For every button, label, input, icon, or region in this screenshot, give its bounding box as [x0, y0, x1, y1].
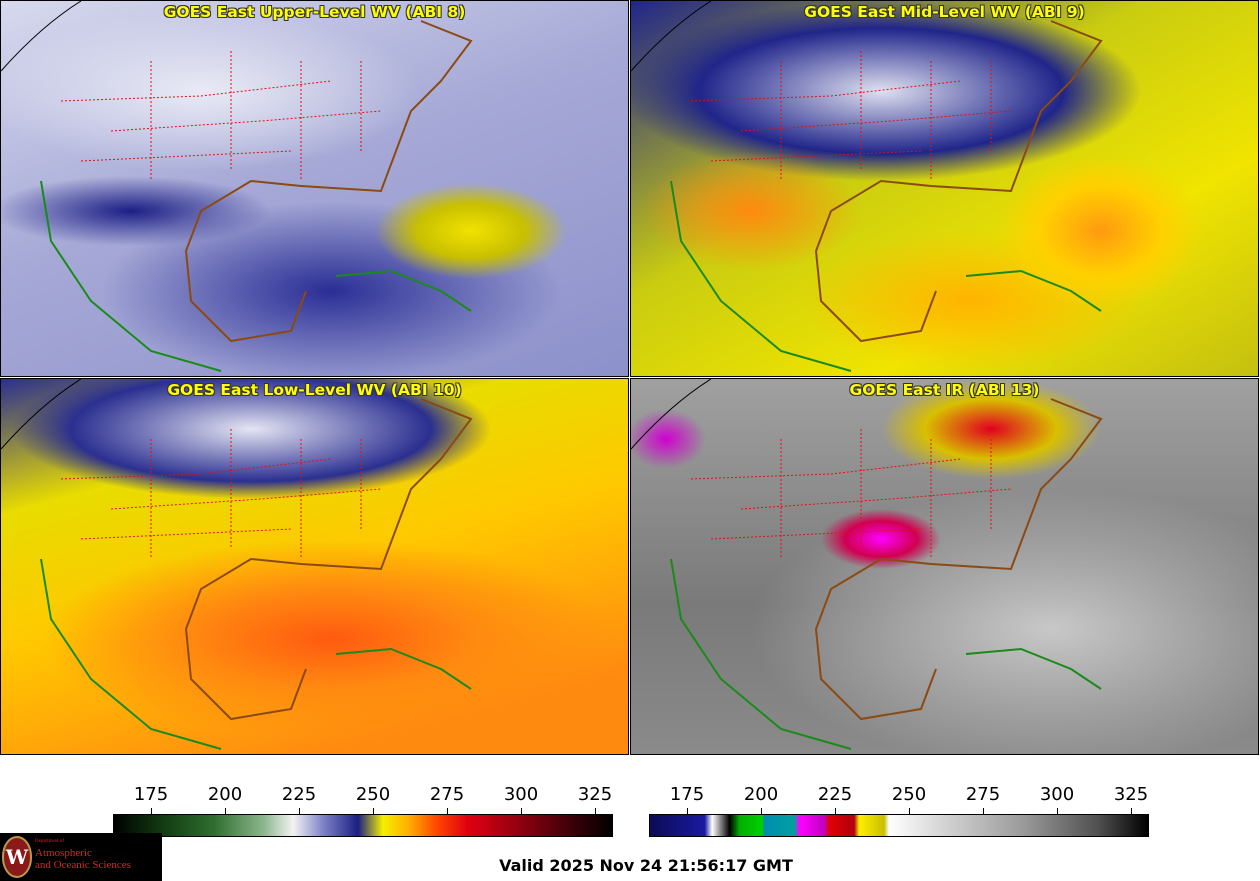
ir-tick-label: 275: [965, 784, 1001, 805]
mexico-coastline: [670, 558, 852, 750]
ir-tick: [761, 808, 762, 814]
us-coastline: [184, 20, 473, 343]
cuba-outline: [335, 647, 472, 690]
wv-tick: [373, 808, 374, 814]
wv-tick: [299, 808, 300, 814]
map-overlay: [631, 1, 1103, 372]
ir-tick-label: 225: [817, 784, 853, 805]
logo-line2: and Oceanic Sciences: [35, 859, 131, 871]
ir-tick: [909, 808, 910, 814]
ir-tick: [1057, 808, 1058, 814]
us-coastline: [814, 20, 1103, 343]
wv-colorbar: [113, 814, 613, 837]
panel-mid-level-wv: GOES East Mid-Level WV (ABI 9): [630, 0, 1259, 377]
us-coastline: [184, 398, 473, 721]
ir-tick: [835, 808, 836, 814]
continent-boundary: [631, 379, 712, 450]
valid-time: Valid 2025 Nov 24 21:56:17 GMT: [499, 856, 793, 875]
panel-title: GOES East Mid-Level WV (ABI 9): [804, 3, 1085, 21]
map-overlay: [631, 379, 1103, 750]
mexico-coastline: [670, 180, 852, 372]
panel-ir: GOES East IR (ABI 13): [630, 378, 1259, 755]
ir-tick-label: 175: [669, 784, 705, 805]
cuba-outline: [965, 647, 1102, 690]
aos-logo[interactable]: W Department of Atmospheric and Oceanic …: [0, 833, 162, 881]
ir-tick-label: 300: [1039, 784, 1075, 805]
wv-tick-label: 250: [355, 784, 391, 805]
panel-title: GOES East Low-Level WV (ABI 10): [167, 381, 462, 399]
panel-low-level-wv: GOES East Low-Level WV (ABI 10): [0, 378, 629, 755]
logo-dept-text: Department of: [35, 839, 65, 844]
ir-colorbar: [649, 814, 1149, 837]
wv-tick-label: 300: [503, 784, 539, 805]
panel-title: GOES East Upper-Level WV (ABI 8): [163, 3, 466, 21]
continent-boundary: [1, 379, 82, 450]
continent-boundary: [631, 1, 712, 72]
panel-upper-level-wv: GOES East Upper-Level WV (ABI 8): [0, 0, 629, 377]
wv-tick: [225, 808, 226, 814]
map-overlay: [1, 379, 473, 750]
continent-boundary: [1, 1, 82, 72]
wv-tick-label: 200: [207, 784, 243, 805]
state-borders: [60, 429, 382, 559]
panel-title: GOES East IR (ABI 13): [849, 381, 1040, 399]
wv-tick: [521, 808, 522, 814]
cuba-outline: [965, 269, 1102, 312]
ir-tick-label: 250: [891, 784, 927, 805]
wv-tick: [595, 808, 596, 814]
uw-seal-icon: W: [2, 836, 32, 878]
map-overlay: [1, 1, 473, 372]
mexico-coastline: [40, 558, 222, 750]
ir-tick: [687, 808, 688, 814]
cuba-outline: [335, 269, 472, 312]
state-borders: [690, 429, 1012, 559]
ir-tick: [1131, 808, 1132, 814]
wv-tick-label: 275: [429, 784, 465, 805]
state-borders: [690, 51, 1012, 181]
wv-tick-label: 325: [577, 784, 613, 805]
us-coastline: [814, 398, 1103, 721]
ir-tick-label: 200: [743, 784, 779, 805]
state-borders: [60, 51, 382, 181]
wv-tick-label: 175: [133, 784, 169, 805]
logo-line1: Atmospheric: [35, 847, 92, 859]
wv-tick: [447, 808, 448, 814]
ir-tick-label: 325: [1113, 784, 1149, 805]
wv-tick-label: 225: [281, 784, 317, 805]
ir-tick: [983, 808, 984, 814]
wv-tick: [151, 808, 152, 814]
mexico-coastline: [40, 180, 222, 372]
